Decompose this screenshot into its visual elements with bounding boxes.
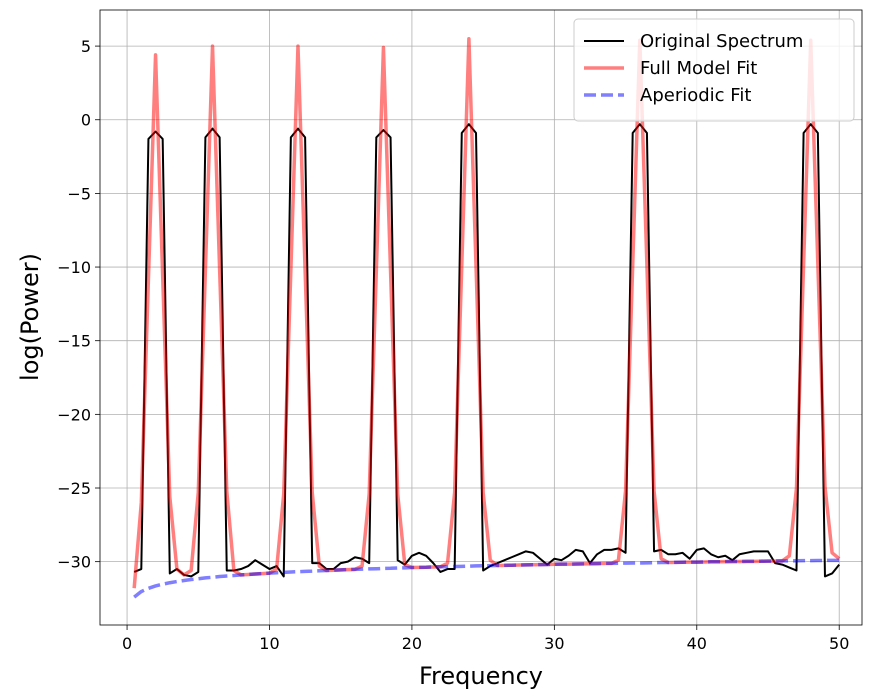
legend-label: Aperiodic Fit [640,85,751,106]
x-tick-label: 10 [259,634,279,653]
legend-label: Original Spectrum [640,31,803,52]
series-line [133,558,840,599]
y-tick-label: −10 [57,258,91,277]
legend-box [573,18,855,122]
y-tick-label: −15 [57,332,91,351]
x-tick-label: 30 [544,634,564,653]
plot-frame [99,9,863,626]
x-tick-label: 40 [687,634,707,653]
legend: Original Spectrum Full Model Fit Aperiodic… [573,18,855,122]
y-tick-label: −5 [67,184,91,203]
y-tick-label: −20 [57,405,91,424]
y-tick-label: −30 [57,553,91,572]
series-line [133,123,840,578]
legend-label: Full Model Fit [640,58,757,79]
y-tick-label: 5 [81,37,91,56]
x-axis-label: Frequency [419,662,543,690]
y-tick-label: 0 [81,111,91,130]
y-axis-label: log(Power) [16,253,44,381]
x-tick-label: 0 [122,634,132,653]
y-tick-label: −25 [57,479,91,498]
x-tick-label: 20 [402,634,422,653]
x-tick-label: 50 [829,634,849,653]
